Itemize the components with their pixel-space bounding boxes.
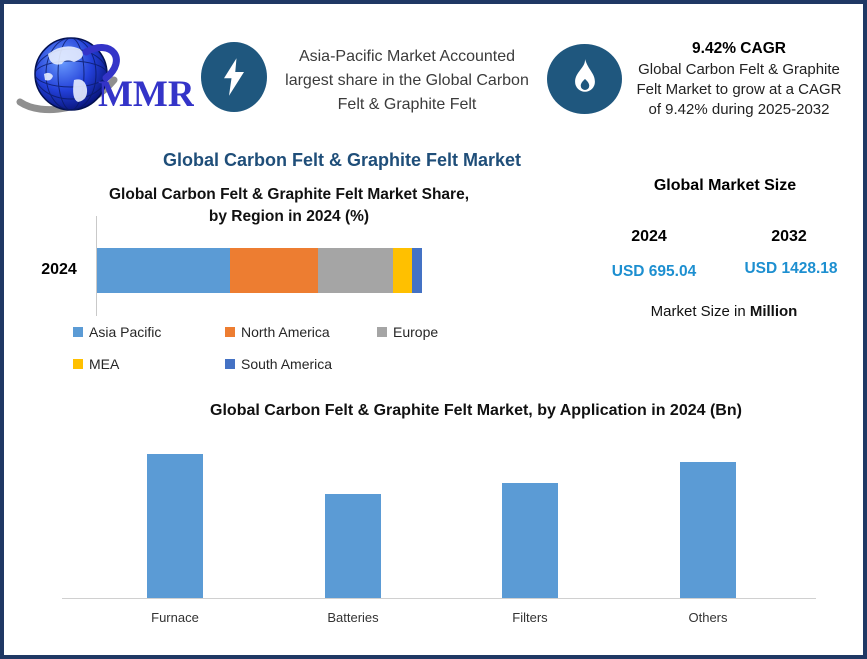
region-segment-north-america (230, 248, 318, 293)
application-category-label-batteries: Batteries (327, 610, 379, 625)
cagr-title: 9.42% CAGR (692, 40, 786, 57)
cagr-text: Global Carbon Felt & Graphite Felt Marke… (636, 61, 842, 118)
legend-label: MEA (89, 356, 120, 372)
legend-swatch-north-america (225, 327, 235, 337)
highlight-asia-pacific: Asia-Pacific Market Accounted largest sh… (285, 48, 529, 113)
market-size-footnote: Market Size in Million (624, 303, 824, 320)
region-category-label: 2024 (41, 261, 77, 278)
region-chart-axis (96, 216, 97, 316)
application-bar-others (680, 462, 736, 598)
globe-icon: MMR (16, 37, 196, 115)
legend-item-south-america: South America (225, 356, 332, 372)
region-stacked-bar (97, 248, 422, 293)
legend-swatch-europe (377, 327, 387, 337)
market-size-value-2024: USD 695.04 (611, 263, 697, 280)
application-chart-title: Global Carbon Felt & Graphite Felt Marke… (210, 402, 742, 419)
footnote-prefix: Market Size in (650, 303, 750, 320)
page-title: Global Carbon Felt & Graphite Felt Marke… (162, 150, 522, 170)
highlight-cagr: 9.42% CAGR Global Carbon Felt & Graphite… (632, 40, 846, 120)
legend-label: South America (241, 356, 333, 372)
footnote-unit: Million (749, 303, 798, 320)
market-size-year-2032: 2032 (771, 228, 807, 245)
application-category-labels: Furnace Batteries Filters Others (86, 610, 797, 630)
region-segment-europe (318, 248, 393, 293)
legend-swatch-mea (73, 359, 83, 369)
legend-label: Asia Pacific (89, 324, 162, 340)
application-category-label-furnace: Furnace (151, 610, 199, 625)
logo-text: MMR (98, 74, 194, 115)
application-category-label-filters: Filters (512, 610, 548, 625)
market-size-value-2032: USD 1428.18 (744, 260, 838, 277)
legend-item-north-america: North America (225, 324, 330, 340)
legend-item-asia-pacific: Asia Pacific (73, 324, 161, 340)
lightning-badge (201, 42, 267, 112)
legend-item-europe: Europe (377, 324, 438, 340)
application-category-label-others: Others (688, 610, 728, 625)
region-chart-title: Global Carbon Felt & Graphite Felt Marke… (108, 186, 469, 225)
legend-swatch-south-america (225, 359, 235, 369)
region-segment-south-america (412, 248, 422, 293)
region-segment-asia-pacific (97, 248, 231, 293)
flame-icon (574, 59, 595, 92)
legend-item-mea: MEA (73, 356, 119, 372)
legend-label: Europe (393, 324, 439, 340)
region-segment-mea (392, 248, 413, 293)
mmr-logo: MMR (14, 22, 196, 117)
flame-badge (547, 44, 622, 114)
legend-swatch-asia-pacific (73, 327, 83, 337)
application-bar-filters (502, 483, 558, 598)
legend-label: North America (241, 324, 330, 340)
application-bar-plot (86, 440, 797, 598)
application-chart-baseline (62, 598, 816, 599)
lightning-icon (224, 58, 244, 96)
application-bar-furnace (147, 454, 203, 598)
market-size-year-2024: 2024 (631, 228, 667, 245)
application-bar-batteries (325, 494, 381, 598)
market-size-title: Global Market Size (653, 177, 797, 194)
